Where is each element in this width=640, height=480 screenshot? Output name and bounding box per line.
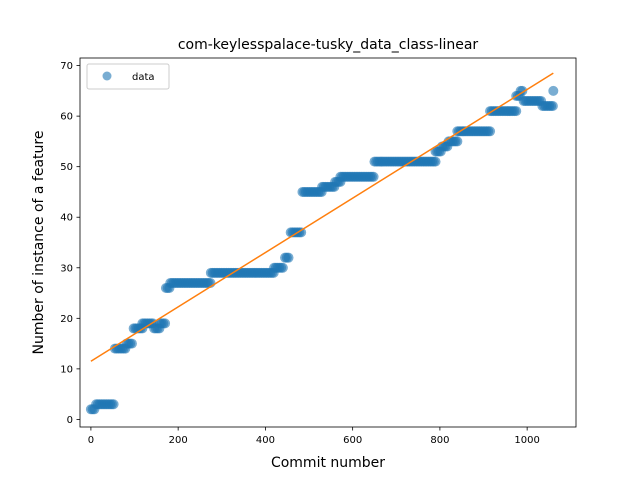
y-tick-label: 70 <box>60 61 73 72</box>
data-point <box>108 399 119 410</box>
legend-label-data: data <box>132 72 155 83</box>
fit-line-layer <box>90 72 554 362</box>
x-axis-label: Commit number <box>271 455 385 471</box>
y-tick-label: 10 <box>60 364 73 375</box>
x-tick-label: 0 <box>88 435 94 446</box>
data-point <box>160 318 171 329</box>
data-point <box>547 101 558 112</box>
data-point <box>485 126 496 137</box>
data-point <box>511 106 522 117</box>
x-tick-label: 800 <box>430 435 449 446</box>
data-points <box>85 85 559 415</box>
chart-title: com-keylesspalace-tusky_data_class-linea… <box>178 37 479 53</box>
data-point <box>126 338 137 349</box>
data-point <box>283 252 294 263</box>
y-tick-label: 60 <box>60 112 73 123</box>
data-point <box>452 136 463 147</box>
y-tick-label: 50 <box>60 162 73 173</box>
y-tick-label: 0 <box>67 415 73 426</box>
plot-frame <box>79 57 577 428</box>
data-point <box>368 171 379 182</box>
y-tick-label: 20 <box>60 314 73 325</box>
x-tick-label: 1000 <box>514 435 539 446</box>
x-tick-label: 400 <box>256 435 275 446</box>
y-tick-label: 30 <box>60 263 73 274</box>
data-point <box>430 156 441 167</box>
x-tick-label: 200 <box>169 435 188 446</box>
fit-line <box>90 72 554 362</box>
data-point <box>277 262 288 273</box>
x-axis-ticks: 0 200 400 600 800 1000 <box>88 427 540 446</box>
y-tick-label: 40 <box>60 213 73 224</box>
x-tick-label: 600 <box>343 435 362 446</box>
legend: data <box>86 63 170 90</box>
data-point <box>548 85 559 96</box>
y-axis-ticks: 0 10 20 30 40 50 60 70 <box>60 61 80 426</box>
data-point <box>296 227 307 238</box>
y-axis-label: Number of instance of a feature <box>31 131 47 355</box>
legend-marker-data <box>102 71 112 81</box>
legend-box <box>86 63 170 90</box>
